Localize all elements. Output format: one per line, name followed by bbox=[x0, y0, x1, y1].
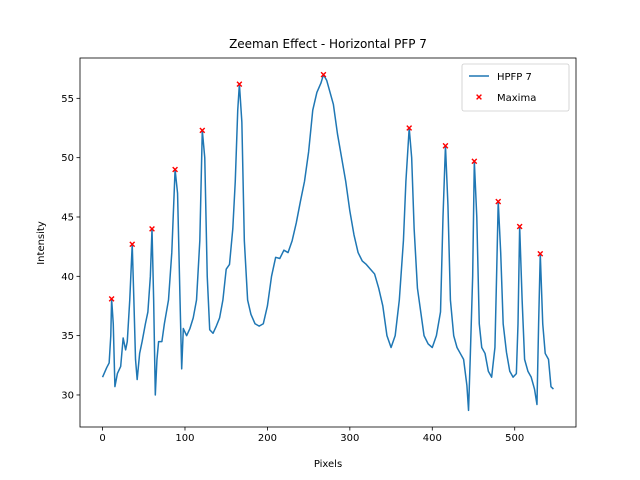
maximum-marker bbox=[108, 295, 115, 302]
maximum-marker bbox=[406, 125, 413, 131]
maximum-marker bbox=[495, 198, 502, 205]
y-tick-label: 55 bbox=[61, 94, 74, 105]
legend-label: HPFP 7 bbox=[497, 72, 532, 83]
y-tick-label: 35 bbox=[61, 331, 74, 342]
maximum-marker bbox=[442, 142, 449, 149]
y-tick-label: 45 bbox=[61, 212, 74, 223]
legend-marker bbox=[476, 94, 482, 100]
maximum-marker bbox=[236, 81, 243, 87]
x-tick-label: 500 bbox=[505, 433, 524, 444]
maximum-marker bbox=[199, 127, 206, 134]
maximum-marker bbox=[149, 225, 155, 232]
plot-frame bbox=[79, 57, 577, 428]
maximum-marker bbox=[320, 71, 327, 78]
maximum-marker bbox=[129, 241, 136, 248]
maximum-marker bbox=[537, 250, 544, 257]
maximum-marker bbox=[516, 223, 523, 230]
x-tick-label: 200 bbox=[258, 433, 277, 444]
maximum-marker bbox=[471, 158, 478, 165]
data-line bbox=[101, 73, 554, 412]
x-tick-label: 400 bbox=[423, 433, 442, 444]
maximum-marker bbox=[172, 166, 178, 173]
y-tick-label: 40 bbox=[61, 272, 74, 283]
y-axis-label: Intensity bbox=[36, 221, 47, 265]
y-tick-label: 30 bbox=[61, 390, 74, 401]
legend-label: Maxima bbox=[497, 93, 536, 104]
legend: HPFP 7 Maxima bbox=[461, 63, 570, 112]
x-tick-label: 300 bbox=[340, 433, 359, 444]
x-tick-label: 0 bbox=[99, 433, 105, 444]
x-axis-label: Pixels bbox=[314, 459, 342, 470]
chart-title: Zeeman Effect - Horizontal PFP 7 bbox=[229, 37, 427, 51]
x-tick-label: 100 bbox=[175, 433, 194, 444]
y-tick-label: 50 bbox=[61, 153, 74, 164]
